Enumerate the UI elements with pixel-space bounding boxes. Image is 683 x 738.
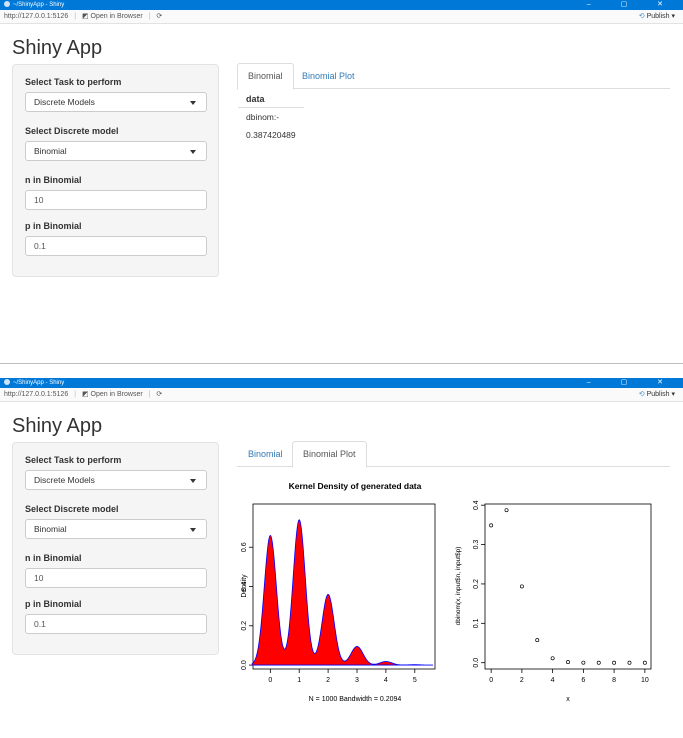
x-tick-label: 2 <box>326 677 330 684</box>
window-titlebar: ~/ShinyApp - Shiny – ▢ ✕ <box>0 378 683 388</box>
data-point <box>489 523 494 528</box>
data-point <box>519 584 524 589</box>
dbinom-scatter-plot: 0 2 4 6 8 10 0.0 0.1 0.2 0.3 0.4 x dbinom(x, input… <box>455 500 652 703</box>
tab-binomial[interactable]: Binomial <box>237 63 294 90</box>
refresh-icon[interactable]: ⟳ <box>156 391 163 398</box>
open-in-browser-button[interactable]: ◩ Open in Browser <box>81 391 143 398</box>
data-point <box>642 660 647 665</box>
p-label: p in Binomial <box>25 599 82 609</box>
x-tick-label: 10 <box>641 677 649 684</box>
task-select[interactable]: Discrete Models <box>25 92 207 112</box>
data-point <box>535 638 540 643</box>
table-header: data <box>238 92 304 108</box>
divider <box>0 363 683 364</box>
publish-icon: ⟲ <box>638 391 645 398</box>
browser-icon: ◩ <box>81 13 91 20</box>
task-select[interactable]: Discrete Models <box>25 470 207 490</box>
x-tick-label: 1 <box>297 677 301 684</box>
y-tick-label: 0.0 <box>241 660 248 670</box>
sidebar-panel: Select Task to perform Discrete Models S… <box>12 64 219 277</box>
model-label: Select Discrete model <box>25 126 119 136</box>
refresh-icon[interactable]: ⟳ <box>156 13 163 20</box>
y-tick-label: 0.3 <box>473 540 480 550</box>
browser-icon: ◩ <box>81 391 91 398</box>
x-tick-label: 5 <box>413 677 417 684</box>
x-tick-label: 0 <box>489 677 493 684</box>
open-in-browser-button[interactable]: ◩ Open in Browser <box>81 13 143 20</box>
sidebar-panel: Select Task to perform Discrete Models S… <box>12 442 219 655</box>
density-area <box>251 519 433 666</box>
page-title: Shiny App <box>12 415 103 437</box>
y-tick-label: 0.2 <box>241 621 248 631</box>
y-axis-label: Density <box>241 574 248 598</box>
n-input[interactable]: 10 <box>25 190 207 210</box>
y-axis-label: dbinom(x, input$n, input$p) <box>455 547 462 626</box>
x-tick-label: 3 <box>355 677 359 684</box>
rstudio-icon <box>4 1 10 8</box>
app-window-binomial: ~/ShinyApp - Shiny – ▢ ✕ http://127.0.0.… <box>0 0 683 365</box>
model-label: Select Discrete model <box>25 504 119 514</box>
y-tick-label: 0.2 <box>473 579 480 589</box>
table-cell: dbinom:- <box>246 112 280 122</box>
task-label: Select Task to perform <box>25 77 122 87</box>
page-title: Shiny App <box>12 37 103 59</box>
x-tick-label: 6 <box>581 677 585 684</box>
x-tick-label: 4 <box>384 677 388 684</box>
y-tick-label: 0.1 <box>473 618 480 628</box>
viewer-toolbar: http://127.0.0.1:5126 | ◩ Open in Browse… <box>0 10 683 24</box>
n-input[interactable]: 10 <box>25 568 207 588</box>
window-title: ~/ShinyApp - Shiny <box>13 2 65 8</box>
data-point <box>550 656 555 661</box>
tab-bar: Binomial Binomial Plot <box>237 63 670 90</box>
viewer-toolbar: http://127.0.0.1:5126 | ◩ Open in Browse… <box>0 388 683 402</box>
window-titlebar: ~/ShinyApp - Shiny – ▢ ✕ <box>0 0 683 10</box>
x-tick-label: 8 <box>612 677 616 684</box>
p-input[interactable]: 0.1 <box>25 614 207 634</box>
tab-binomial-plot[interactable]: Binomial Plot <box>302 71 355 81</box>
model-select[interactable]: Binomial <box>25 141 207 161</box>
url-text: http://127.0.0.1:5126 <box>4 391 69 398</box>
window-title: ~/ShinyApp - Shiny <box>13 380 65 386</box>
y-tick-label: 0.0 <box>473 658 480 668</box>
table-cell: 0.387420489 <box>246 130 296 140</box>
caret-down-icon <box>190 101 196 105</box>
n-label: n in Binomial <box>25 553 82 563</box>
density-plot: Kernel Density of generated data 0 1 2 3 4 5 0… <box>241 481 436 703</box>
p-label: p in Binomial <box>25 221 82 231</box>
tab-binomial[interactable]: Binomial <box>248 449 283 459</box>
caret-down-icon <box>190 528 196 532</box>
task-label: Select Task to perform <box>25 455 122 465</box>
x-axis-label: N = 1000 Bandwidth = 0.2094 <box>309 696 402 703</box>
tab-binomial-plot[interactable]: Binomial Plot <box>292 441 367 468</box>
plot-frame <box>484 503 652 670</box>
chart-title: Kernel Density of generated data <box>289 481 422 491</box>
caret-down-icon <box>190 479 196 483</box>
publish-icon: ⟲ <box>638 13 645 20</box>
data-point <box>596 660 601 665</box>
url-text: http://127.0.0.1:5126 <box>4 13 69 20</box>
data-point <box>504 508 509 513</box>
x-tick-label: 4 <box>551 677 555 684</box>
publish-button[interactable]: ⟲ Publish ▾ <box>638 13 675 20</box>
data-point <box>627 660 632 665</box>
y-tick-label: 0.4 <box>241 582 248 592</box>
publish-button[interactable]: ⟲ Publish ▾ <box>638 391 675 398</box>
x-tick-label: 2 <box>520 677 524 684</box>
y-tick-label: 0.4 <box>473 500 480 510</box>
rstudio-icon <box>4 379 10 386</box>
data-point <box>612 660 617 665</box>
app-window-binomial-plot: ~/ShinyApp - Shiny – ▢ ✕ http://127.0.0.… <box>0 378 683 738</box>
y-tick-label: 0.6 <box>241 542 248 552</box>
tab-bar: Binomial Binomial Plot <box>237 441 670 468</box>
x-tick-label: 0 <box>268 677 272 684</box>
x-axis-label: x <box>566 696 570 703</box>
caret-down-icon <box>190 150 196 154</box>
data-point <box>581 660 586 665</box>
data-point <box>566 660 570 665</box>
p-input[interactable]: 0.1 <box>25 236 207 256</box>
window-controls[interactable]: – ▢ ✕ <box>586 1 677 8</box>
n-label: n in Binomial <box>25 175 82 185</box>
model-select[interactable]: Binomial <box>25 519 207 539</box>
window-controls[interactable]: – ▢ ✕ <box>586 379 677 386</box>
